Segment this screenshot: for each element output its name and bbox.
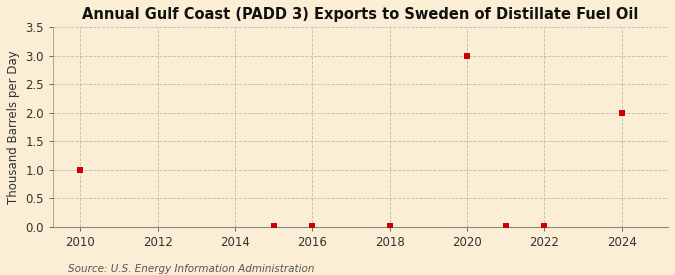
Point — [616, 111, 627, 115]
Point — [307, 224, 318, 228]
Point — [462, 54, 472, 58]
Point — [384, 224, 395, 228]
Text: Source: U.S. Energy Information Administration: Source: U.S. Energy Information Administ… — [68, 264, 314, 274]
Point — [268, 224, 279, 228]
Point — [500, 224, 511, 228]
Title: Annual Gulf Coast (PADD 3) Exports to Sweden of Distillate Fuel Oil: Annual Gulf Coast (PADD 3) Exports to Sw… — [82, 7, 639, 22]
Point — [539, 224, 549, 228]
Point — [75, 167, 86, 172]
Y-axis label: Thousand Barrels per Day: Thousand Barrels per Day — [7, 50, 20, 204]
